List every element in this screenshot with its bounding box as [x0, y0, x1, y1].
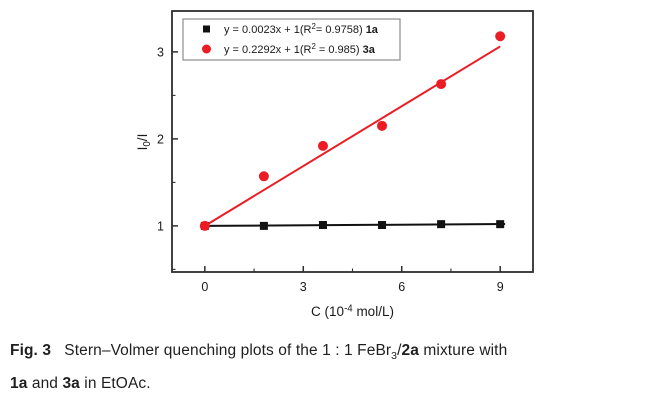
y-axis-tick-label: 3 — [157, 45, 164, 59]
caption-segment: 2a — [401, 342, 419, 359]
data-point-3a — [436, 79, 447, 90]
x-axis-tick-label: 9 — [497, 280, 504, 294]
data-point-3a — [317, 140, 328, 151]
data-point-3a — [495, 31, 506, 42]
legend-marker-3a — [202, 44, 211, 54]
x-axis-tick-label: 3 — [300, 280, 307, 294]
legend-marker-1a — [203, 25, 210, 33]
data-point-1a — [259, 221, 268, 230]
caption-segment: 3a — [62, 375, 80, 393]
legend-box — [182, 18, 401, 61]
caption-segment: in EtOAc. — [79, 375, 151, 393]
caption-segment: 3 — [391, 350, 398, 363]
y-axis-tick-label: 1 — [157, 219, 164, 233]
fit-line-3a — [204, 45, 501, 227]
data-point-3a — [377, 120, 388, 131]
x-axis-title: C (10-4 mol/L) — [311, 303, 394, 319]
y-axis-tick-label: 2 — [157, 132, 164, 146]
data-point-1a — [318, 221, 327, 230]
legend-label-1a: y = 0.0023x + 1(R2= 0.9758) 1a — [224, 22, 379, 36]
y-axis-title: I0/I — [135, 134, 153, 151]
legend-label-3a: y = 0.2292x + 1(R2 = 0.985) 3a — [224, 42, 376, 56]
caption-segment: mixture with — [419, 342, 508, 359]
caption-segment: Fig. 3 — [10, 342, 52, 359]
data-point-1a — [437, 220, 446, 229]
caption-segment: and — [27, 375, 63, 393]
data-point-3a — [199, 220, 210, 231]
fit-line-1a — [204, 223, 506, 227]
x-axis-tick-label: 0 — [201, 280, 208, 294]
caption-segment: / — [397, 342, 402, 359]
caption-segment: 1a — [10, 375, 28, 393]
figure-caption: Fig. 3 Stern–Volmer quenching plots of t… — [10, 337, 651, 397]
data-point-1a — [378, 221, 387, 230]
caption-segment: Stern–Volmer quenching plots of the 1 : … — [51, 342, 392, 359]
data-point-1a — [496, 220, 505, 229]
data-point-3a — [258, 171, 269, 182]
x-axis-tick-label: 6 — [398, 280, 405, 294]
